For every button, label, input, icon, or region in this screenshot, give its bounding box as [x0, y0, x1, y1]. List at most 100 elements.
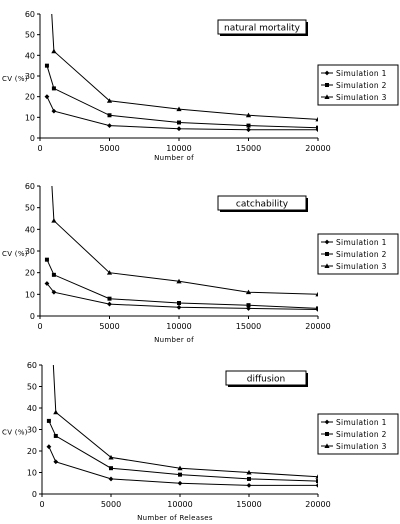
legend-swatch-marker	[324, 94, 330, 99]
data-point-s2	[246, 303, 251, 308]
y-tick-label: 40	[25, 51, 35, 60]
data-point-s1	[177, 480, 183, 486]
x-tick-label: 15000	[236, 500, 261, 509]
series-line-1	[48, 446, 318, 486]
data-point-s2	[46, 418, 51, 423]
x-tick-label: 0	[37, 322, 42, 331]
series-line-2	[48, 420, 318, 482]
data-point-s2	[107, 113, 112, 118]
series-3	[52, 365, 318, 479]
x-tick-label: 10000	[166, 144, 191, 153]
y-tick-label: 0	[32, 490, 37, 499]
data-point-s3	[106, 270, 113, 275]
legend-entry: Simulation 1	[336, 69, 387, 78]
chart-title-box	[225, 370, 307, 386]
data-point-s2	[246, 123, 251, 128]
series-1	[44, 281, 318, 312]
y-tick-label: 20	[25, 269, 35, 278]
data-point-s1	[176, 126, 182, 132]
y-tick-label: 60	[25, 10, 35, 19]
data-point-s1	[44, 94, 50, 100]
data-point-s3	[108, 454, 114, 460]
x-tick-label: 0	[37, 144, 42, 153]
data-point-s3	[245, 289, 252, 295]
data-point-s3	[53, 409, 59, 415]
series-line-2	[46, 65, 318, 129]
y-tick-label: 10	[25, 290, 35, 299]
data-point-s2	[316, 306, 318, 311]
data-point-s3	[51, 218, 57, 223]
chart-title-box	[217, 195, 307, 211]
data-point-s3	[245, 112, 252, 118]
y-tick-label: 20	[27, 447, 37, 456]
data-point-s2	[44, 257, 49, 262]
chart-title: diffusion	[247, 375, 286, 385]
x-tick-label: 15000	[236, 144, 261, 153]
data-point-s3	[177, 465, 183, 471]
y-tick-label: 60	[25, 182, 35, 191]
series-line-1	[46, 96, 318, 131]
legend-swatch-marker	[324, 443, 330, 448]
data-point-s1	[176, 304, 182, 310]
data-point-s2	[316, 125, 318, 130]
y-tick-label: 0	[30, 312, 35, 321]
legend-swatch-marker	[325, 252, 329, 256]
x-tick-label: 5000	[101, 500, 121, 509]
legend-entry: Simulation 3	[336, 262, 387, 271]
data-point-s3	[51, 48, 57, 54]
x-tick-label: 20000	[305, 500, 330, 509]
y-tick-label: 10	[27, 469, 37, 478]
data-point-s1	[44, 281, 50, 286]
data-point-s3	[315, 291, 318, 297]
x-tick-label: 10000	[167, 500, 192, 509]
chart-title-box	[217, 19, 307, 35]
data-point-s1	[46, 444, 52, 450]
data-point-s3	[315, 474, 318, 479]
legend-entry: Simulation 1	[336, 418, 387, 427]
data-point-s2	[177, 301, 181, 305]
data-point-s2	[44, 63, 49, 68]
series-line-3	[51, 186, 318, 295]
legend-entry: Simulation 3	[336, 93, 387, 102]
x-tick-label: 5000	[99, 322, 119, 331]
legend-entry: Simulation 2	[336, 430, 387, 439]
y-tick-label: 50	[25, 204, 35, 213]
series-line-2	[46, 259, 318, 309]
data-point-s2	[178, 472, 182, 477]
legend: Simulation 1 Simulation 2 Simulation 3	[317, 413, 399, 455]
data-point-s2	[51, 86, 56, 91]
y-tick-label: 50	[25, 31, 35, 40]
x-tick-label: 20000	[305, 322, 330, 331]
legend-swatch-marker	[325, 432, 329, 436]
data-point-s2	[109, 466, 113, 471]
data-point-s3	[246, 469, 252, 475]
x-tick-label: 0	[39, 500, 44, 509]
chart-panel-3: 0 10 20 30 40 50 60 0 5000 10000 15000 20000 CV (%) N…	[2, 361, 399, 522]
series-2	[46, 418, 318, 484]
series-3	[51, 186, 318, 297]
legend-swatch-marker	[324, 419, 330, 425]
y-tick-label: 20	[25, 93, 35, 102]
legend-swatch-marker	[325, 83, 329, 87]
legend-swatch-marker	[324, 239, 330, 245]
data-point-s2	[107, 296, 112, 301]
legend-entry: Simulation 2	[336, 81, 387, 90]
data-point-s1	[51, 108, 57, 114]
legend-entry: Simulation 1	[336, 238, 387, 247]
series-2	[44, 257, 318, 311]
x-tick-label: 10000	[166, 322, 191, 331]
chart-panel-1: 0 10 20 30 40 50 60 0 5000 10000 15000 20000 CV (%) N…	[2, 10, 399, 162]
chart-title: natural mortality	[224, 24, 301, 34]
legend: Simulation 1 Simulation 2 Simulation 3	[317, 64, 399, 106]
x-axis-label: Number of	[154, 154, 194, 162]
series-line-3	[51, 14, 318, 120]
series-line-1	[46, 283, 318, 310]
legend-swatch-marker	[324, 70, 330, 76]
data-point-s1	[53, 459, 59, 465]
chart-panel-2: 0 10 20 30 40 50 60 0 5000 10000 15000 20000 CV (%) N…	[2, 182, 399, 344]
y-tick-label: 30	[25, 247, 35, 256]
y-axis-label: CV (%)	[2, 429, 28, 437]
y-tick-label: 30	[27, 426, 37, 435]
data-point-s3	[176, 278, 182, 284]
